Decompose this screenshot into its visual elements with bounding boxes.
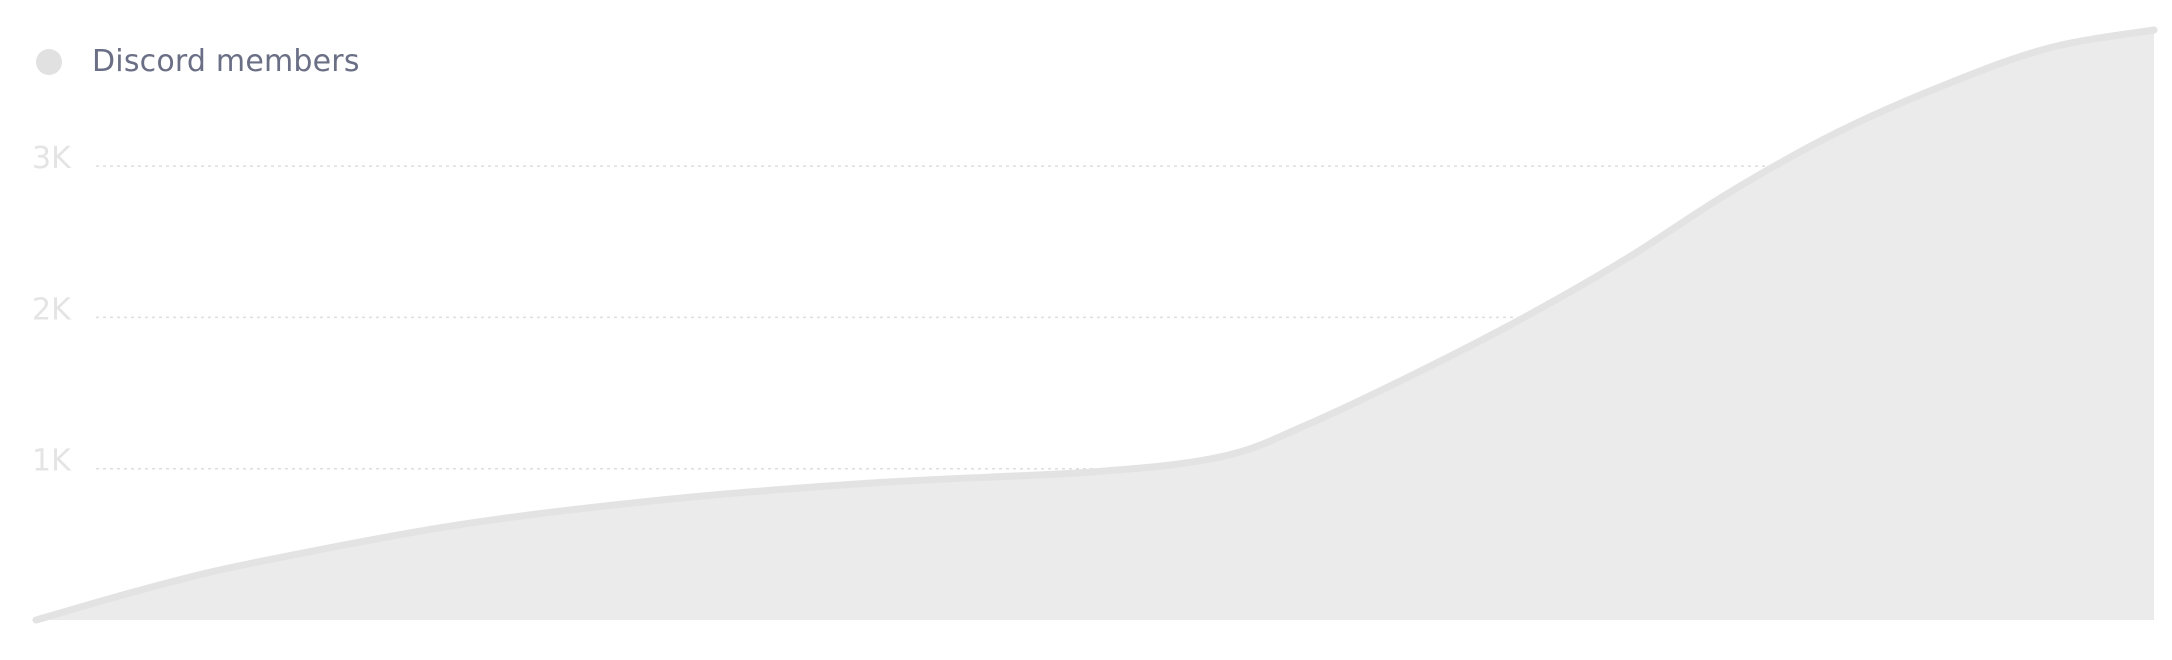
- y-tick-label-3K: 3K: [32, 141, 72, 176]
- data-point-15[interactable]: [2045, 45, 2051, 51]
- data-point-16[interactable]: [2151, 27, 2157, 33]
- data-point-6[interactable]: [1092, 469, 1098, 475]
- legend-swatch: [36, 48, 62, 75]
- data-point-8[interactable]: [1304, 422, 1310, 428]
- data-point-14[interactable]: [1939, 83, 1945, 89]
- data-point-9[interactable]: [1410, 372, 1416, 378]
- data-point-1[interactable]: [139, 587, 145, 593]
- series-line: [32, 26, 2158, 624]
- data-point-0[interactable]: [33, 617, 39, 623]
- data-point-7[interactable]: [1219, 454, 1225, 460]
- y-axis-ticks: 1K 2K 3K: [32, 141, 72, 479]
- chart-legend: Discord members: [36, 44, 360, 79]
- y-tick-label-1K: 1K: [32, 444, 72, 479]
- y-tick-label-2K: 2K: [32, 292, 72, 327]
- data-point-5[interactable]: [880, 479, 886, 485]
- data-point-11[interactable]: [1622, 257, 1628, 263]
- data-point-2[interactable]: [245, 561, 251, 567]
- series-area-fill: [36, 30, 2154, 620]
- data-point-10[interactable]: [1516, 317, 1522, 323]
- data-point-4[interactable]: [668, 496, 674, 502]
- legend-label: Discord members: [92, 44, 360, 79]
- data-point-3[interactable]: [457, 522, 463, 528]
- data-point-12[interactable]: [1727, 189, 1733, 195]
- data-point-13[interactable]: [1833, 130, 1839, 136]
- series-layer: [32, 26, 2158, 624]
